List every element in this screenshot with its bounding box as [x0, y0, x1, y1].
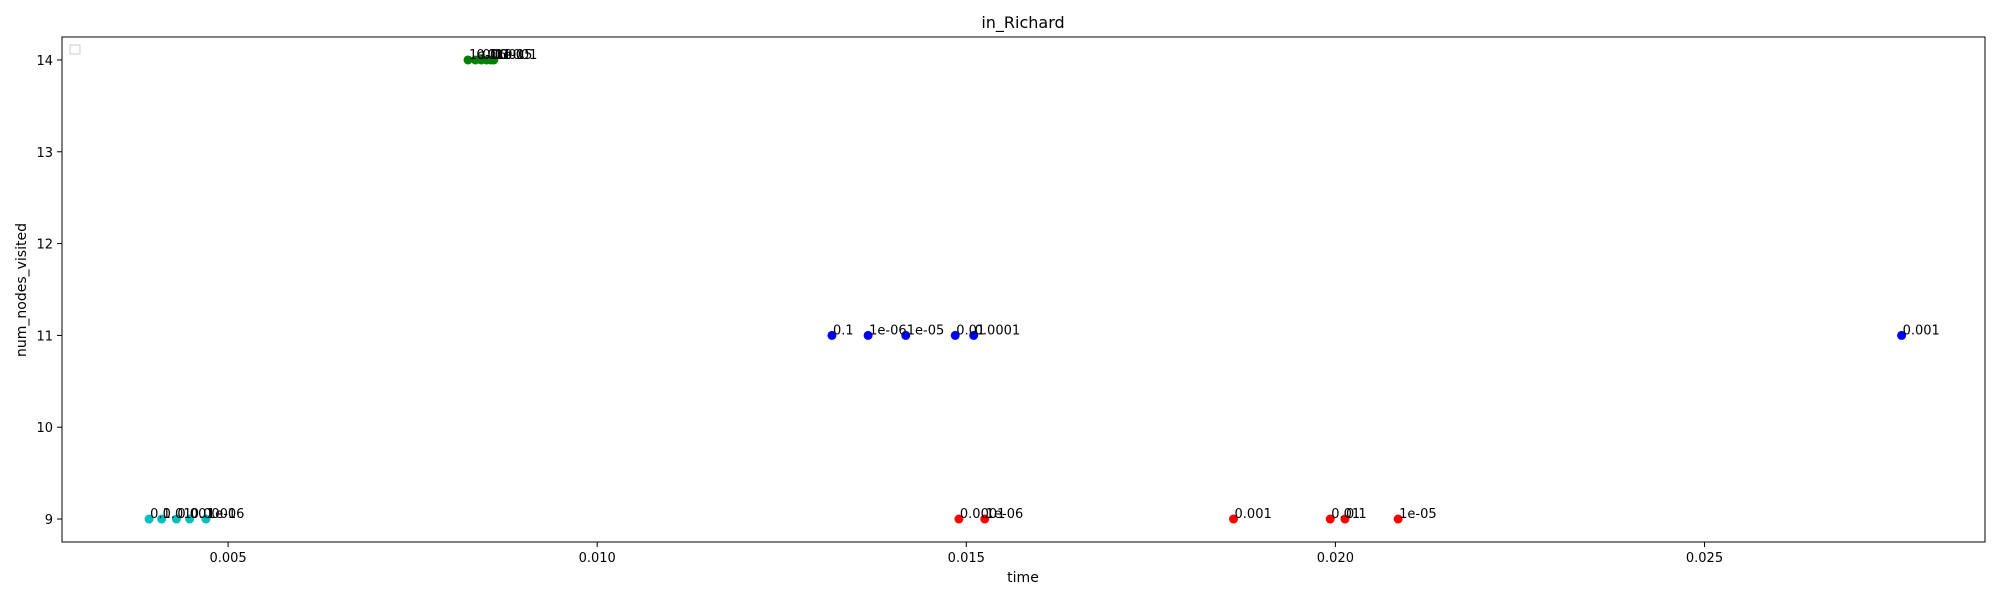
x-tick-label: 0.005 [209, 551, 246, 566]
x-axis-label: time [1007, 570, 1039, 586]
data-point-label: 0.01 [956, 323, 985, 338]
y-axis-label: num_nodes_visited [14, 223, 30, 357]
data-point-label: 0.1 [150, 507, 171, 522]
data-point [1229, 514, 1239, 524]
data-point-label: 0.0001 [492, 48, 537, 63]
axes-frame [61, 36, 1986, 543]
data-point-label: 1e-05 [907, 323, 945, 338]
data-point [827, 330, 837, 340]
x-tick-label: 0.010 [579, 551, 616, 566]
data-point-label: 0.0001 [975, 323, 1021, 338]
data-point [185, 514, 195, 524]
data-point [954, 514, 964, 524]
data-point-label: 1e-06 [469, 48, 507, 63]
data-point-label: 0.001 [1903, 323, 1940, 338]
data-point-label: 0.01 [163, 507, 192, 522]
chart-title: in_Richard [981, 13, 1064, 33]
data-points [144, 55, 1907, 524]
y-tick-label: 9 [45, 513, 53, 528]
data-point-label: 0.1 [1346, 507, 1367, 522]
x-tick-label: 0.025 [1686, 551, 1723, 566]
data-point [980, 514, 990, 524]
legend-box [69, 44, 81, 55]
data-point-label: 0.01 [1331, 507, 1360, 522]
y-tick-label: 10 [36, 421, 53, 436]
data-point-label: 0.001 [1235, 507, 1272, 522]
data-point [863, 330, 873, 340]
y-tick-label: 11 [36, 329, 53, 344]
data-point [201, 514, 211, 524]
data-point-label: 1e-06 [869, 323, 907, 338]
data-point-label: 0.001 [177, 507, 214, 522]
data-point-label: 1e-06 [986, 507, 1024, 522]
data-point [157, 514, 167, 524]
y-tick-label: 14 [36, 54, 53, 69]
data-point-label: 0.0001 [191, 507, 237, 522]
data-point-label: 1e-05 [495, 48, 533, 63]
y-axis: 9 10 11 12 13 14 [36, 54, 62, 528]
data-point [171, 514, 181, 524]
data-point [901, 330, 911, 340]
data-point [950, 330, 960, 340]
x-tick-label: 0.015 [948, 551, 985, 566]
data-point [144, 514, 154, 524]
data-point [489, 55, 499, 65]
data-point [969, 330, 979, 340]
data-point-label: 0.1 [476, 48, 497, 63]
data-point-label: 0.001 [487, 48, 524, 63]
data-point [1393, 514, 1403, 524]
data-point [463, 55, 473, 65]
data-point-label: 0.1 [833, 323, 854, 338]
data-point [1340, 514, 1350, 524]
data-point-label: 0.01 [482, 48, 511, 63]
x-axis: 0.005 0.010 0.015 0.020 0.025 [209, 542, 1723, 566]
data-point-label: 1e-06 [207, 507, 245, 522]
plot-area: 0.005 0.010 0.015 0.020 0.025 9 10 11 12 13 14 0.… [36, 36, 1986, 566]
y-tick-label: 12 [36, 238, 53, 253]
data-labels: 0.10.010.0010.00011e-061e-060.10.010.001… [150, 48, 1940, 522]
x-tick-label: 0.020 [1317, 551, 1354, 566]
data-point-label: 1e-05 [1399, 507, 1437, 522]
data-point [1325, 514, 1335, 524]
data-point [1897, 330, 1907, 340]
y-tick-label: 13 [36, 146, 53, 161]
data-point-label: 0.0001 [960, 507, 1006, 522]
